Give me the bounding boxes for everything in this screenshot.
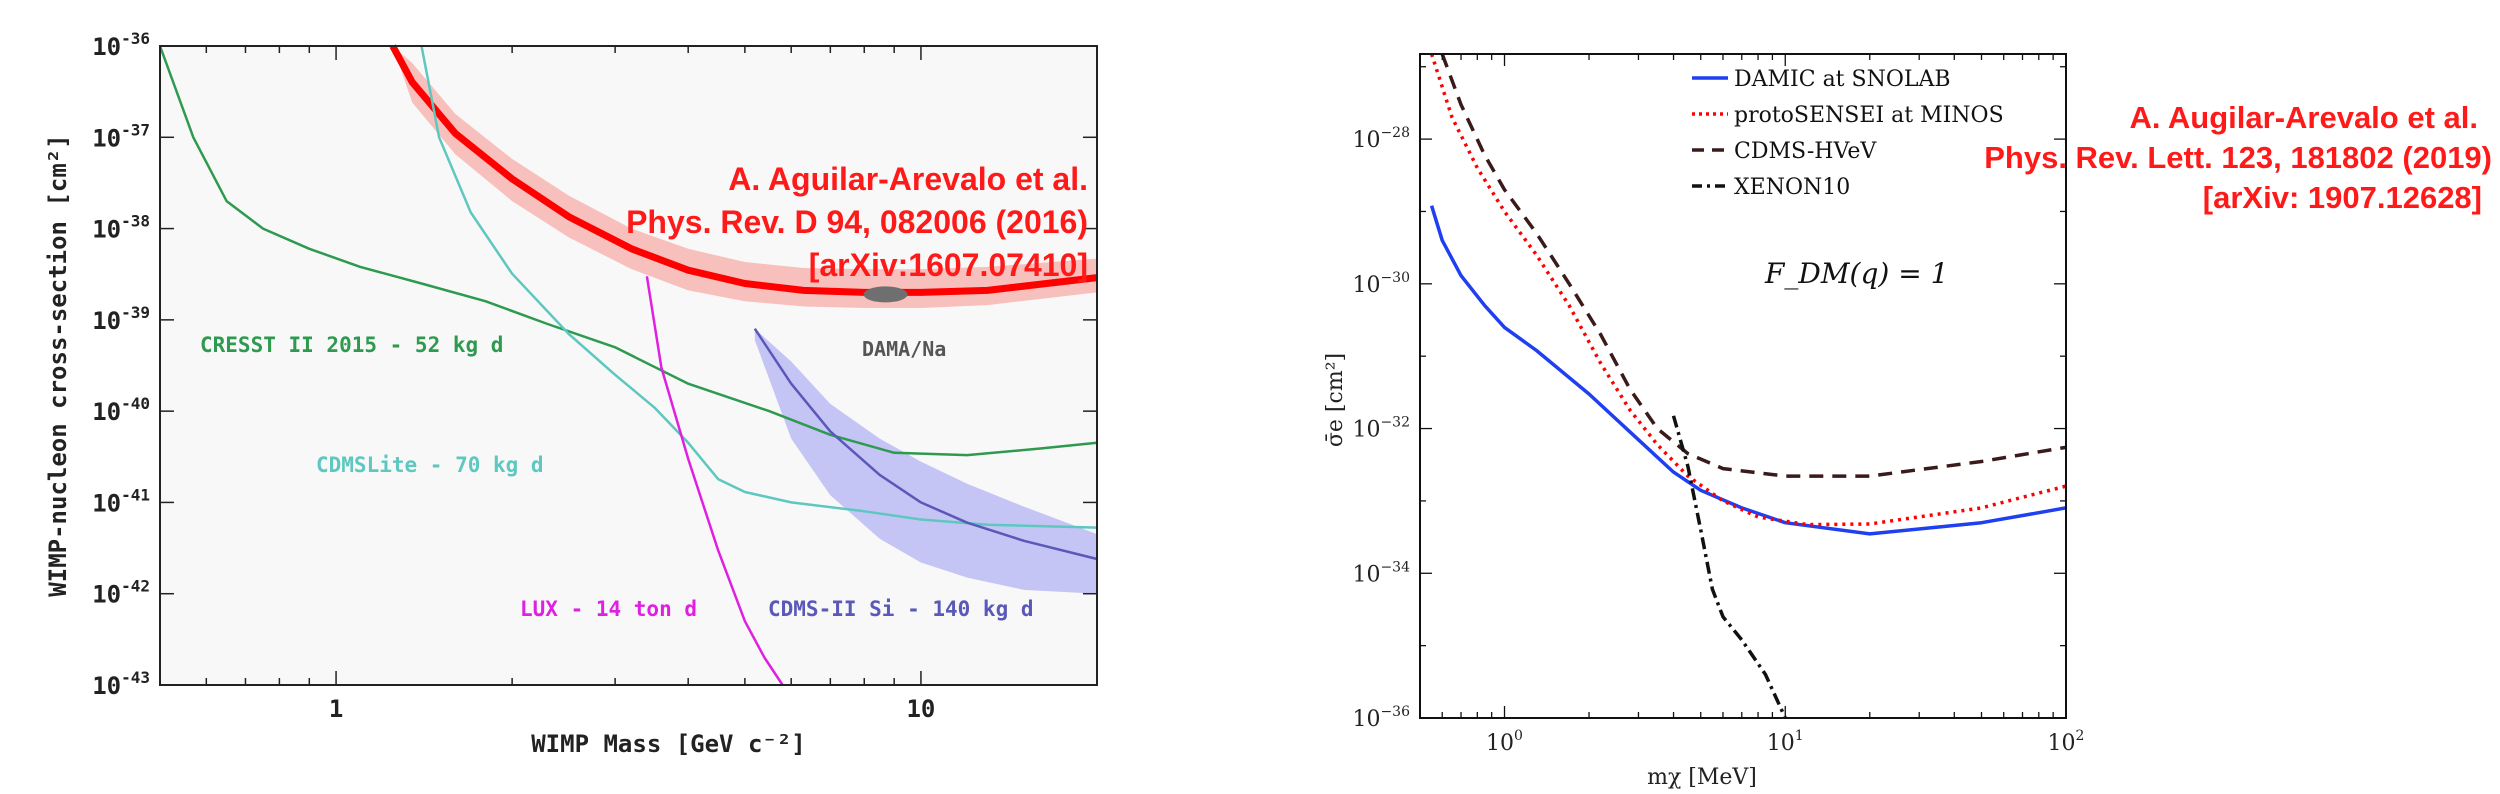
right-plot-frame (1419, 53, 2067, 719)
right-y-tick-label-1: 10−30 (1352, 270, 1410, 298)
left-x-tick-label-1: 10 (906, 695, 935, 723)
right-citation-line-3: [arXiv: 1907.12628] (2203, 180, 2482, 215)
right-x-tick-label-2: 102 (2048, 728, 2085, 756)
left-series-line-1 (158, 45, 1098, 457)
right-ticks: 100 101 102 10−28 10−30 10−32 10−34 10−36 (1352, 54, 2084, 756)
right-series-lines (1429, 54, 2066, 718)
left-y-tick-label-4: 10-40 (92, 394, 150, 426)
right-citation-line-1: A. Augilar-Arevalo et al. (2129, 100, 2478, 135)
right-x-tick-label-1: 101 (1767, 728, 1804, 756)
left-y-tick-label-5: 10-41 (92, 485, 150, 517)
cdmslite-label: CDMSLite - 70 kg d (316, 453, 544, 477)
right-x-tick-label-0: 100 (1486, 728, 1523, 756)
legend-label-xenon10: XENON10 (1734, 175, 1850, 200)
left-y-tick-label-2: 10-38 (92, 212, 150, 244)
right-y-tick-label-3: 10−34 (1352, 559, 1410, 587)
left-y-tick-label-0: 10-36 (92, 29, 150, 61)
lux-label: LUX - 14 ton d (520, 597, 697, 621)
left-y-tick-label-1: 10-37 (92, 120, 150, 152)
legend-label-cdms-hvev: CDMS-HVeV (1734, 139, 1877, 164)
left-series-line-3 (645, 276, 784, 686)
dama-na-region (863, 286, 908, 303)
left-plot-background (160, 46, 1097, 685)
left-series-lines (158, 44, 1098, 686)
left-series-line-0 (389, 44, 1098, 296)
left-y-tick-label-7: 10-43 (92, 668, 150, 700)
right-series-line-3 (1671, 415, 1787, 718)
left-y-tick-label-6: 10-42 (92, 577, 150, 609)
right-series-line-0 (1429, 205, 2066, 536)
left-series-line-4 (753, 328, 1098, 561)
left-y-axis-label: WIMP-nucleon cross-section [cm²] (44, 134, 72, 596)
left-bands (392, 46, 1097, 594)
left-band-1 (754, 328, 1097, 594)
left-citation-line-3: [arXiv:1607.07410] (809, 247, 1088, 283)
left-citation-line-2: Phys. Rev. D 94, 082006 (2016) (626, 204, 1088, 240)
cdms-si-label: CDMS-II Si - 140 kg d (768, 597, 1034, 621)
dama-na-label: DAMA/Na (862, 337, 946, 361)
right-y-tick-label-4: 10−36 (1352, 704, 1410, 732)
cresst-label: CRESST II 2015 - 52 kg d (200, 333, 503, 357)
right-y-tick-label-0: 10−28 (1352, 125, 1410, 153)
left-plot-frame (159, 45, 1098, 686)
right-frame-rect (1419, 53, 2067, 719)
left-x-tick-label-0: 1 (329, 695, 343, 723)
right-y-axis-label: σ̄e [cm²] (1323, 353, 1348, 447)
left-ticks: 1 10 10-36 10-37 10-38 10-39 10-40 10-41 10-42 10… (92, 29, 1098, 723)
left-x-axis-label: WIMP Mass [GeV c⁻²] (531, 730, 806, 758)
right-chart: 100 101 102 10−28 10−30 10−32 10−34 10−36 DAMIC… (1323, 53, 2492, 790)
right-legend: DAMIC at SNOLAB protoSENSEI at MINOS CDM… (1692, 67, 2004, 200)
left-series-line-2 (420, 45, 1098, 529)
left-citation-line-1: A. Aguilar-Arevalo et al. (728, 161, 1088, 197)
left-chart: 1 10 10-36 10-37 10-38 10-39 10-40 10-41 10-42 10… (44, 29, 1098, 758)
right-x-axis-label: mχ [MeV] (1647, 765, 1757, 790)
left-y-label-main: WIMP-nucleon cross-section [cm²] (44, 134, 72, 596)
legend-label-damic: DAMIC at SNOLAB (1734, 67, 1951, 92)
right-citation-line-2: Phys. Rev. Lett. 123, 181802 (2019) (1984, 140, 2492, 175)
left-frame-rect (159, 45, 1098, 686)
left-y-tick-label-3: 10-39 (92, 303, 150, 335)
legend-label-protosensei: protoSENSEI at MINOS (1734, 103, 2004, 128)
left-band-0 (392, 46, 1097, 308)
right-y-tick-label-2: 10−32 (1352, 415, 1410, 443)
right-series-line-2 (1440, 54, 2066, 478)
form-factor-annotation: F_DM(q) = 1 (1764, 257, 1948, 290)
